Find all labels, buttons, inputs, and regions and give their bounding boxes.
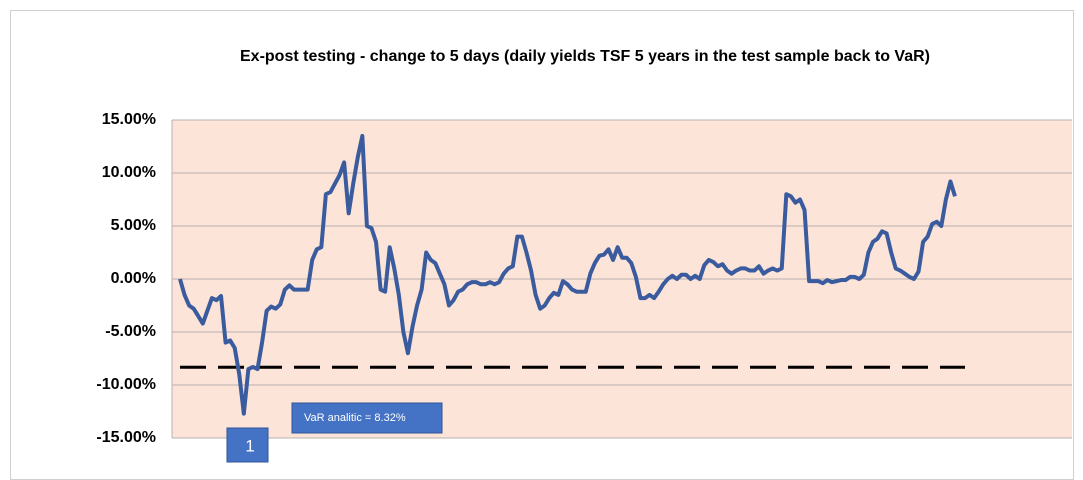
y-tick-label: 15.00% [102, 111, 156, 128]
y-tick-label: -5.00% [105, 323, 156, 340]
y-tick-label: -15.00% [96, 429, 156, 446]
marker-box [226, 427, 269, 463]
var-label: VaR analitic = 8.32% [304, 412, 406, 424]
data-line [178, 133, 957, 416]
chart-title: Ex-post testing - change to 5 days (dail… [240, 48, 930, 65]
y-tick-label: -10.00% [96, 376, 156, 393]
var-label-box [291, 402, 443, 434]
y-tick-label: 0.00% [111, 270, 156, 287]
y-tick-label: 10.00% [102, 164, 156, 181]
y-tick-label: 5.00% [111, 217, 156, 234]
marker-label: 1 [245, 436, 254, 455]
